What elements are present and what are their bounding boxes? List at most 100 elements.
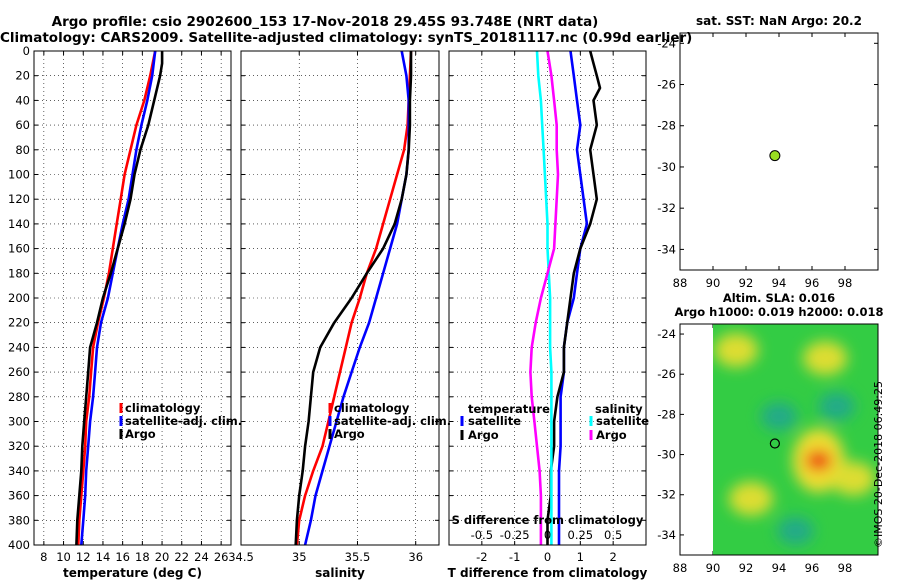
y-tick-label: 140 — [8, 217, 30, 231]
y-tick-label: -28 — [657, 119, 676, 133]
y-tick-label: 0 — [23, 44, 30, 58]
legend-label: Argo — [334, 427, 365, 441]
x-tick-label: 35.5 — [345, 550, 371, 564]
y-tick-label: 40 — [15, 93, 30, 107]
sla-feature-mid-high — [831, 461, 876, 496]
axes-frame — [679, 32, 879, 271]
y-tick-label: -34 — [657, 528, 676, 542]
legend-label: Argo — [468, 428, 499, 442]
y-tick-label: -26 — [657, 367, 676, 381]
y-tick-label: -30 — [657, 160, 676, 174]
top-tick-label: 0.25 — [568, 528, 594, 542]
y-tick-label: -26 — [657, 78, 676, 92]
x-tick-label: 94 — [772, 276, 787, 290]
y-tick-label: 160 — [8, 242, 30, 256]
series-salinity-argo — [529, 50, 560, 545]
sla-feature-mid-high — [714, 333, 759, 368]
figure-title-line-1: Argo profile: csio 2902600_153 17-Nov-20… — [51, 14, 599, 30]
top-tick-label: 0 — [544, 528, 551, 542]
y-tick-label: 180 — [8, 266, 30, 280]
x-tick-label: 35 — [292, 550, 307, 564]
y-tick-label: 280 — [8, 390, 30, 404]
sla-feature-mid-high — [803, 341, 848, 376]
y-tick-label: -32 — [657, 488, 676, 502]
x-tick-label: 90 — [706, 561, 721, 575]
figure-title-line-2: Climatology: CARS2009. Satellite-adjuste… — [0, 30, 693, 46]
y-tick-label: 360 — [8, 489, 30, 503]
x-tick-label: -2 — [476, 550, 487, 564]
legend-title: temperature — [468, 402, 550, 416]
sla-feature-low — [760, 402, 798, 431]
y-tick-label: 80 — [15, 143, 30, 157]
x-tick-label: 26 — [214, 550, 229, 564]
y-tick-label: 120 — [8, 192, 30, 206]
x-tick-label: 10 — [56, 550, 71, 564]
legend-label: satellite-adj. clim. — [125, 414, 242, 428]
y-tick-label: 100 — [8, 168, 30, 182]
y-tick-label: 220 — [8, 316, 30, 330]
top-tick-label: -0.25 — [500, 528, 530, 542]
x-axis-label: temperature (deg C) — [63, 566, 202, 580]
series-argo — [294, 51, 413, 546]
sla-feature-low — [818, 392, 855, 421]
sla-feature-mid-high — [728, 481, 774, 516]
y-tick-label: -24 — [657, 36, 676, 50]
y-tick-label: -24 — [657, 327, 676, 341]
top-axis-label: S difference from climatology — [452, 513, 644, 527]
x-tick-label: 92 — [739, 276, 754, 290]
x-tick-label: 88 — [673, 561, 688, 575]
x-axis-label: salinity — [315, 566, 365, 580]
x-tick-label: 88 — [673, 276, 688, 290]
x-tick-label: 96 — [805, 276, 820, 290]
imos-stamp: ©IMOS 20-Dec-2018 06:49:25 — [872, 381, 885, 548]
panel-sst-map: sat. SST: NaN Argo: 20.2 -24 -26 -28 -30 -32 -… — [657, 14, 879, 290]
x-tick-label: 12 — [76, 550, 91, 564]
axes-frame — [33, 50, 232, 546]
legend-difference: temperature salinitysatelliteArgosatellit… — [452, 402, 650, 542]
legend-label: climatology — [125, 401, 201, 415]
series-temperature-satellite — [557, 50, 589, 545]
legend-label: climatology — [334, 401, 410, 415]
x-tick-label: 1 — [577, 550, 584, 564]
argo-location-marker — [769, 150, 781, 162]
x-tick-label: -1 — [509, 550, 520, 564]
y-tick-label: 300 — [8, 415, 30, 429]
y-tick-label: 200 — [8, 291, 30, 305]
series-climatology — [295, 50, 413, 546]
x-tick-label: 36 — [408, 550, 423, 564]
axes-frame — [448, 50, 647, 546]
top-tick-label: -0.5 — [471, 528, 493, 542]
x-tick-label: 96 — [805, 561, 820, 575]
y-tick-label: 400 — [8, 538, 30, 552]
legend-label: Argo — [596, 428, 627, 442]
series-argo — [75, 51, 164, 546]
sla-feature-low — [777, 516, 814, 545]
legend-label: satellite-adj. clim. — [334, 414, 451, 428]
x-tick-label: 94 — [772, 561, 787, 575]
map-title: Altim. SLA: 0.016 — [723, 291, 835, 305]
sla-heatmap — [713, 324, 878, 555]
panel-temperature: 0 20 40 60 80 100 120 140 160 180 200 220 240 260 280 3… — [8, 44, 232, 580]
y-tick-label: -34 — [657, 242, 676, 256]
sla-blobs — [714, 333, 876, 545]
y-tick-label: 380 — [8, 513, 30, 527]
x-tick-label: 90 — [706, 276, 721, 290]
y-tick-label: 20 — [15, 69, 30, 83]
sla-feature-high — [805, 450, 832, 471]
y-tick-label: 240 — [8, 340, 30, 354]
legend-label: satellite — [596, 414, 649, 428]
top-tick-label: 0.5 — [604, 528, 622, 542]
x-tick-label: 98 — [838, 276, 853, 290]
legend-title: salinity — [595, 402, 643, 416]
x-tick-label: 14 — [96, 550, 111, 564]
series-salinity-satellite — [535, 50, 553, 545]
x-tick-label: 8 — [40, 550, 47, 564]
legend-label: Argo — [125, 427, 156, 441]
axes-frame — [240, 50, 440, 546]
y-tick-label: -30 — [657, 448, 676, 462]
argo-location-marker — [769, 438, 780, 449]
y-tick-label: 320 — [8, 439, 30, 453]
y-tick-label: -32 — [657, 201, 676, 215]
